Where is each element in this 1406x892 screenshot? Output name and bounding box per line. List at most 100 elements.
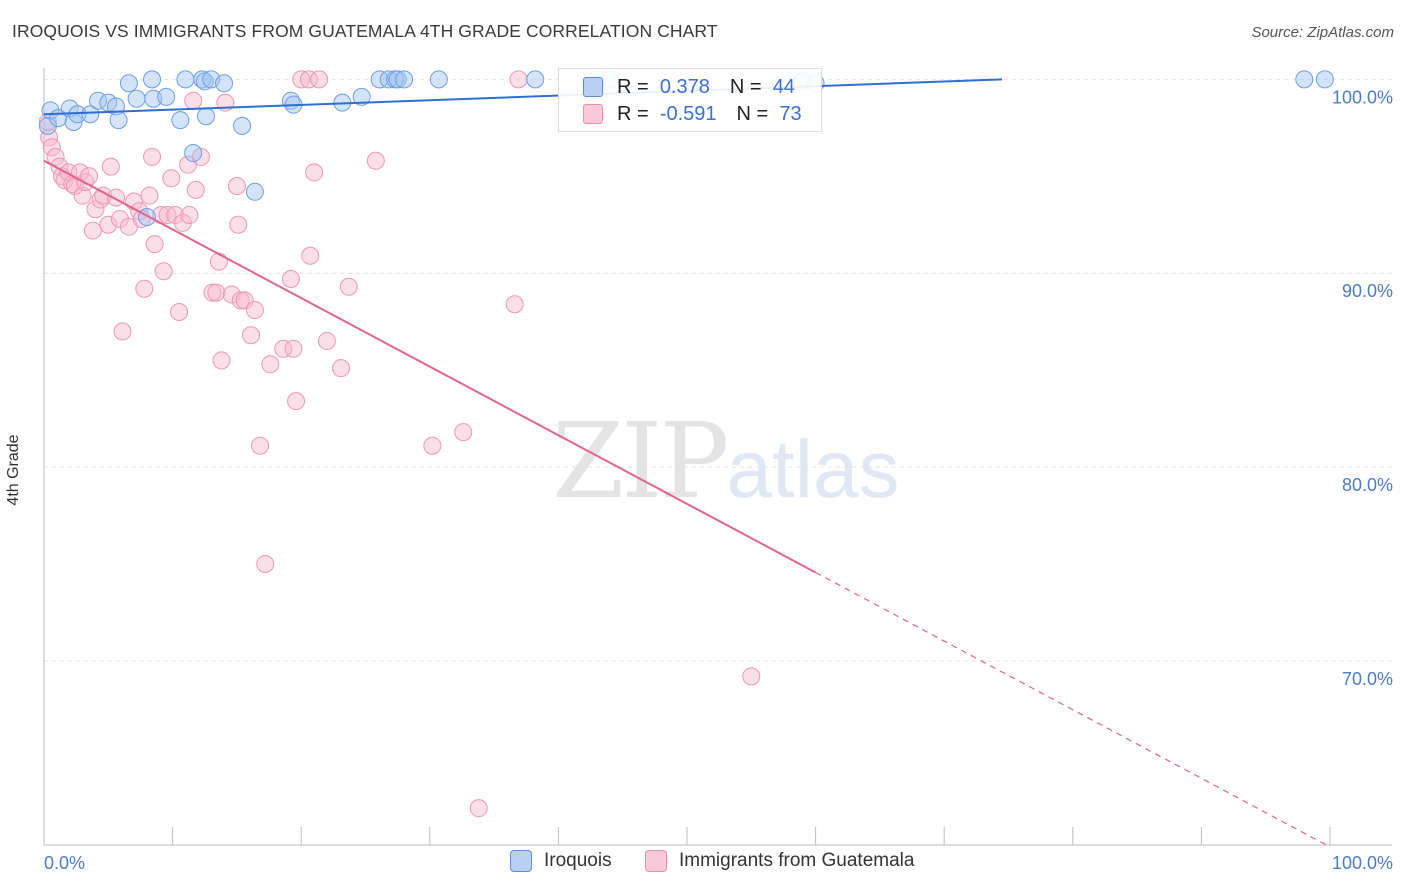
legend-item-guatemala[interactable]: Immigrants from Guatemala xyxy=(645,850,914,872)
guatemala-point xyxy=(366,151,385,170)
guatemala-point xyxy=(317,332,336,351)
guatemala-point xyxy=(292,70,311,89)
guatemala-point xyxy=(742,667,761,686)
source-credit[interactable]: Source: ZipAtlas.com xyxy=(1251,24,1394,41)
guatemala-point xyxy=(212,351,231,370)
guatemala-point xyxy=(505,295,524,314)
guatemala-point xyxy=(110,209,129,228)
series-legend: Iroquois Immigrants from Guatemala xyxy=(0,850,1406,880)
y-tick-label: 80.0% xyxy=(1342,475,1393,495)
guatemala-point xyxy=(454,423,473,442)
iroquois-point xyxy=(127,89,146,108)
guatemala-point xyxy=(469,799,488,818)
guatemala-point xyxy=(143,147,162,166)
iroquois-point xyxy=(1315,70,1334,89)
iroquois-point xyxy=(81,105,100,124)
iroquois-point xyxy=(109,111,128,130)
tick-labels: 100.0% 90.0% 80.0% 70.0% 0.0% 100.0% xyxy=(44,87,1393,873)
iroquois-swatch xyxy=(583,77,603,97)
legend-row-iroquois: R = 0.378 N = 44 xyxy=(583,73,795,101)
n-value-iroquois: 44 xyxy=(772,75,795,98)
guatemala-point xyxy=(423,436,442,455)
r-value-guatemala: -0.591 xyxy=(659,102,717,125)
guatemala-point xyxy=(145,235,164,254)
gridlines xyxy=(44,78,1392,662)
guatemala-point xyxy=(42,138,61,157)
legend-item-iroquois[interactable]: Iroquois xyxy=(510,850,612,872)
guatemala-point xyxy=(245,301,264,320)
guatemala-point xyxy=(251,436,270,455)
guatemala-point xyxy=(256,554,275,573)
guatemala-point xyxy=(281,270,300,289)
n-label: N = xyxy=(736,102,769,125)
guatemala-point xyxy=(509,70,528,89)
r-label: R = xyxy=(617,102,649,125)
guatemala-point xyxy=(162,169,181,188)
guatemala-point xyxy=(140,186,159,205)
guatemala-point xyxy=(209,252,228,271)
iroquois-point xyxy=(143,70,162,89)
watermark-zip: ZIP xyxy=(552,400,729,522)
guatemala-point xyxy=(242,326,261,345)
stats-legend: R = 0.378 N = 44 R = -0.591 N = 73 xyxy=(558,68,822,132)
guatemala-point xyxy=(170,302,189,321)
guatemala-trend-line xyxy=(43,159,817,574)
guatemala-point xyxy=(101,157,120,176)
guatemala-point xyxy=(113,322,132,341)
guatemala-point xyxy=(180,206,199,225)
n-label: N = xyxy=(729,75,762,98)
legend-label-iroquois: Iroquois xyxy=(544,850,612,871)
legend-label-guatemala: Immigrants from Guatemala xyxy=(679,850,915,871)
iroquois-point xyxy=(171,111,190,130)
iroquois-point xyxy=(379,70,398,89)
iroquois-point xyxy=(395,70,414,89)
guatemala-point xyxy=(207,283,226,302)
guatemala-legend-swatch xyxy=(645,850,667,872)
iroquois-trend-line xyxy=(43,78,1003,116)
r-label: R = xyxy=(617,75,649,98)
iroquois-point xyxy=(370,70,389,89)
guatemala-point xyxy=(203,283,222,302)
guatemala-point xyxy=(135,279,154,298)
guatemala-point xyxy=(284,339,303,358)
iroquois-point xyxy=(193,70,212,89)
guatemala-point xyxy=(301,246,320,265)
guatemala-point xyxy=(86,200,105,219)
iroquois-point xyxy=(526,70,545,89)
iroquois-point xyxy=(184,144,203,163)
x-tick-label: 0.0% xyxy=(44,853,85,873)
iroquois-point xyxy=(176,70,195,89)
guatemala-point xyxy=(310,70,329,89)
n-value-guatemala: 73 xyxy=(779,102,802,125)
iroquois-point xyxy=(195,72,214,91)
guatemala-point xyxy=(274,339,293,358)
iroquois-point xyxy=(352,87,371,106)
guatemala-point xyxy=(332,359,351,378)
guatemala-point xyxy=(158,206,177,225)
r-value-iroquois: 0.378 xyxy=(659,75,710,98)
guatemala-point xyxy=(154,262,173,281)
guatemala-point xyxy=(46,147,65,166)
guatemala-point xyxy=(261,355,280,374)
guatemala-point xyxy=(166,206,185,225)
guatemala-point xyxy=(227,176,246,195)
iroquois-point xyxy=(388,70,407,89)
iroquois-point xyxy=(429,70,448,89)
iroquois-point xyxy=(215,74,234,93)
guatemala-point xyxy=(184,91,203,110)
guatemala-point xyxy=(73,186,92,205)
y-tick-label: 70.0% xyxy=(1342,669,1393,689)
guatemala-point xyxy=(231,291,250,310)
guatemala-point xyxy=(299,70,318,89)
guatemala-point xyxy=(305,163,324,182)
y-tick-label: 100.0% xyxy=(1332,87,1393,107)
guatemala-point xyxy=(83,221,102,240)
iroquois-point xyxy=(233,116,252,135)
watermark-atlas: atlas xyxy=(726,424,900,515)
iroquois-point xyxy=(197,107,216,126)
trend-lines xyxy=(43,78,1331,848)
guatemala-point xyxy=(107,188,126,207)
guatemala-point xyxy=(99,215,118,234)
iroquois-legend-swatch xyxy=(510,850,532,872)
